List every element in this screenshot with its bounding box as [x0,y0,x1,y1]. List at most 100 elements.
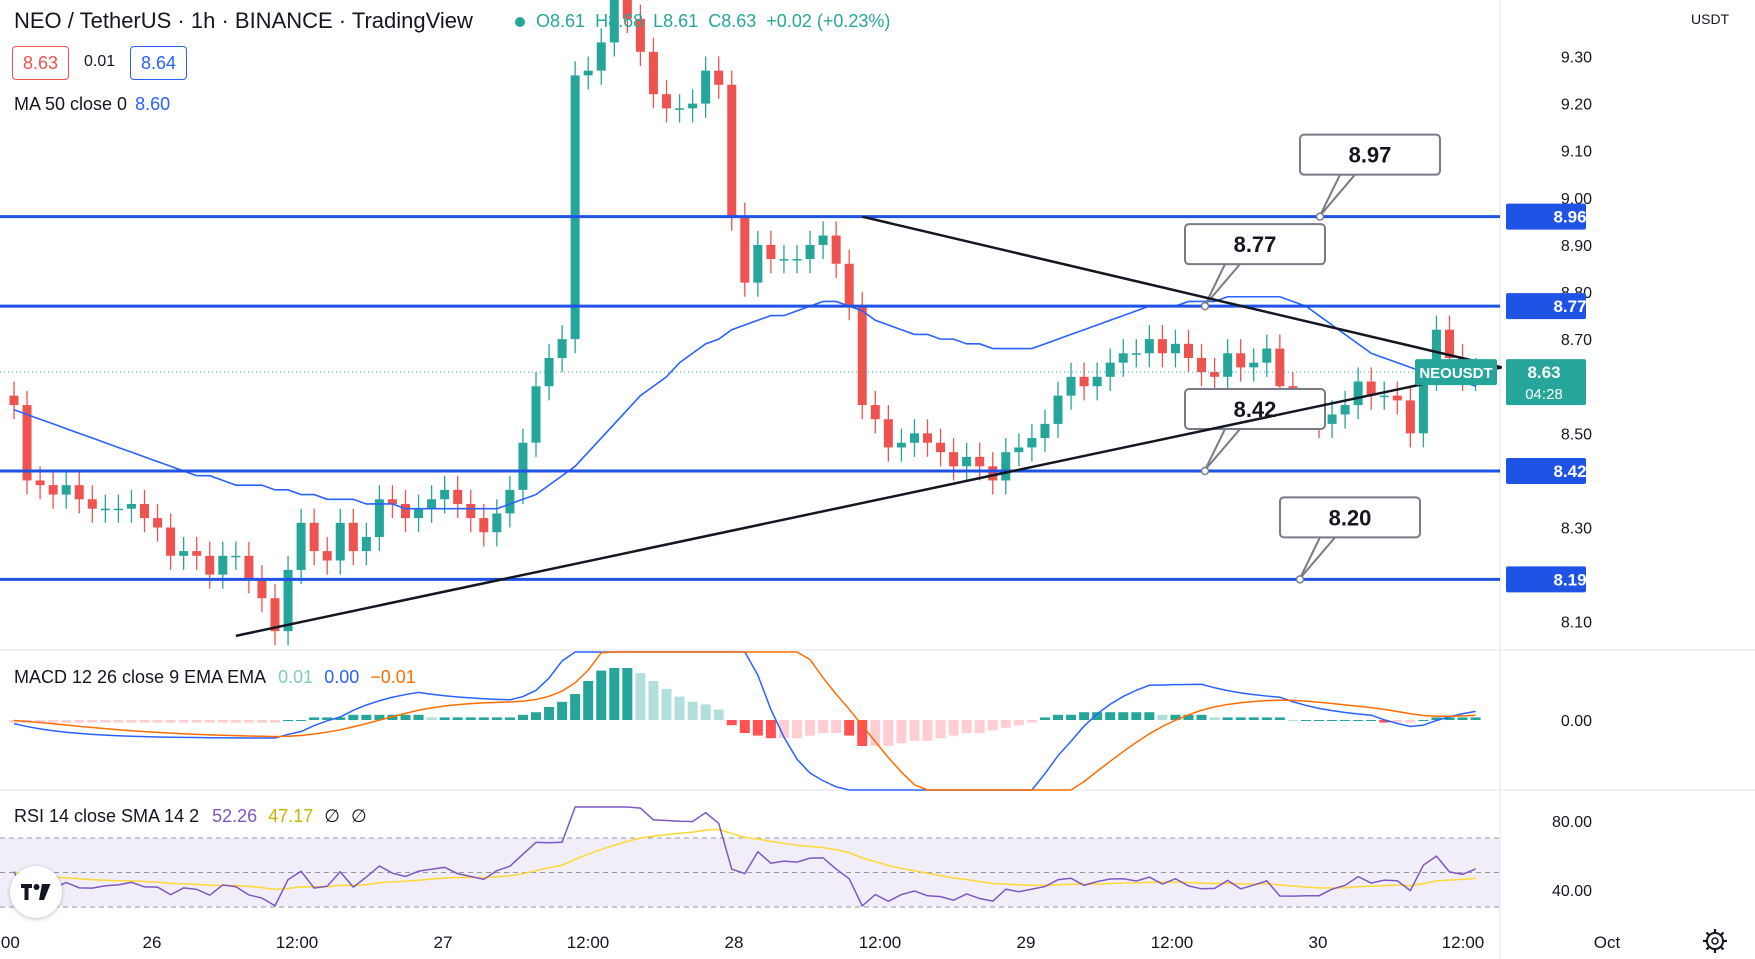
candle-body [883,419,893,448]
sell-price-button[interactable]: 8.63 [12,46,70,80]
macd-histogram-bar [1366,720,1377,721]
macd-histogram-bar [1000,720,1011,728]
macd-histogram-bar [596,670,607,720]
macd-histogram-bar [61,720,72,723]
candle-body [309,522,319,552]
macd-histogram-bar [1105,712,1116,720]
candle-body [988,466,998,481]
symbol-name-tag [1415,359,1497,386]
price-tick-label: 9.00 [1561,191,1592,208]
candle-body [9,395,19,406]
macd-histogram-bar [1013,720,1024,726]
candle-body [270,598,280,632]
macd-histogram-bar [335,717,346,720]
callout-box [1299,133,1441,176]
candle-body [1157,339,1167,354]
macd-histogram-bar [557,701,568,720]
macd-histogram-bar [426,717,437,720]
candle-body [453,489,463,504]
time-axis-label: 29 [1017,933,1036,952]
macd-histogram-bar [204,720,215,723]
rsi-label: RSI 14 close SMA 14 2 [14,806,200,826]
callout-pointer [1319,173,1358,217]
candle-body [48,485,58,495]
candle-body [1223,353,1233,377]
macd-histogram-bar [609,668,620,720]
candle-body [1210,372,1220,377]
candle-body [622,0,632,19]
ma-label: MA 50 close 0 [14,94,128,114]
callout-anchor [1200,301,1210,311]
macd-histogram-bar [87,720,98,723]
candle-body [570,75,580,340]
macd-histogram-bar [831,720,842,733]
macd-histogram-bar [583,681,594,720]
ma-legend[interactable]: MA 50 close 0 8.60 [14,94,170,115]
macd-histogram-bar [1392,720,1403,723]
candle-body [1392,395,1402,401]
close-value: 8.63 [721,11,757,31]
candle-body [805,244,815,260]
candle-body [1379,395,1389,398]
candle-body [975,456,985,467]
candle-body [479,518,489,533]
time-axis-label: 12:00 [276,933,319,952]
macd-histogram-bar [1183,714,1194,720]
settings-gear-icon[interactable] [1703,929,1727,953]
macd-histogram-bar [230,720,241,723]
candle-body [1118,353,1128,363]
candle-body [1249,362,1259,368]
callout-pointer [1204,428,1243,471]
macd-histogram-bar [1131,712,1142,720]
macd-tick-label: 0.00 [1561,713,1592,730]
macd-histogram-bar [935,720,946,739]
macd-histogram-bar [818,720,829,733]
macd-histogram-bar [517,714,528,720]
candle-body [244,555,254,580]
macd-histogram-bar [883,720,894,746]
candle-body [1275,348,1285,387]
candle-body [74,485,84,500]
candle-body [505,489,515,514]
candle-body [87,499,97,509]
rsi-line [13,806,1476,908]
currency-label: USDT [1691,11,1730,27]
time-axis-label: :00 [0,933,20,952]
rsi-value: 52.26 [212,806,258,826]
macd-histogram-bar [256,720,267,723]
candle-body [205,555,215,575]
time-axis-label: 12:00 [859,933,902,952]
callout-box [1184,388,1326,431]
candle-body [231,555,241,558]
macd-histogram-bar [113,720,124,723]
tradingview-logo-icon[interactable] [10,866,62,918]
macd-histogram-bar [1144,712,1155,720]
candle-body [609,0,619,43]
macd-histogram-bar [1026,720,1037,723]
candle-body [635,18,645,52]
macd-histogram-bar [987,720,998,731]
macd-histogram-bar [504,717,515,720]
macd-histogram-bar [570,694,581,720]
rsi-sma-value: 47.17 [268,806,314,826]
macd-histogram-bar [1209,717,1220,720]
candle-body [727,84,737,217]
level-axis-tag [1506,293,1586,320]
candle-body [1014,447,1024,453]
candle-body [1405,400,1415,434]
macd-hist-value: 0.01 [278,667,314,687]
current-price-tag [1506,359,1586,406]
buy-price-button[interactable]: 8.64 [130,46,188,80]
candle-body [61,485,71,495]
rsi-legend[interactable]: RSI 14 close SMA 14 2 52.26 47.17 ∅ ∅ [14,806,367,826]
macd-histogram-bar [1222,717,1233,720]
macd-histogram-bar [1353,720,1364,721]
candle-body [440,489,450,500]
candle-body [401,503,410,519]
macd-legend[interactable]: MACD 12 26 close 9 EMA EMA 0.01 0.00 −0.… [14,667,416,688]
candle-body [1131,353,1141,355]
macd-histogram-bar [1431,717,1442,720]
time-axis-label: 27 [434,933,453,952]
macd-histogram-bar [909,720,920,741]
